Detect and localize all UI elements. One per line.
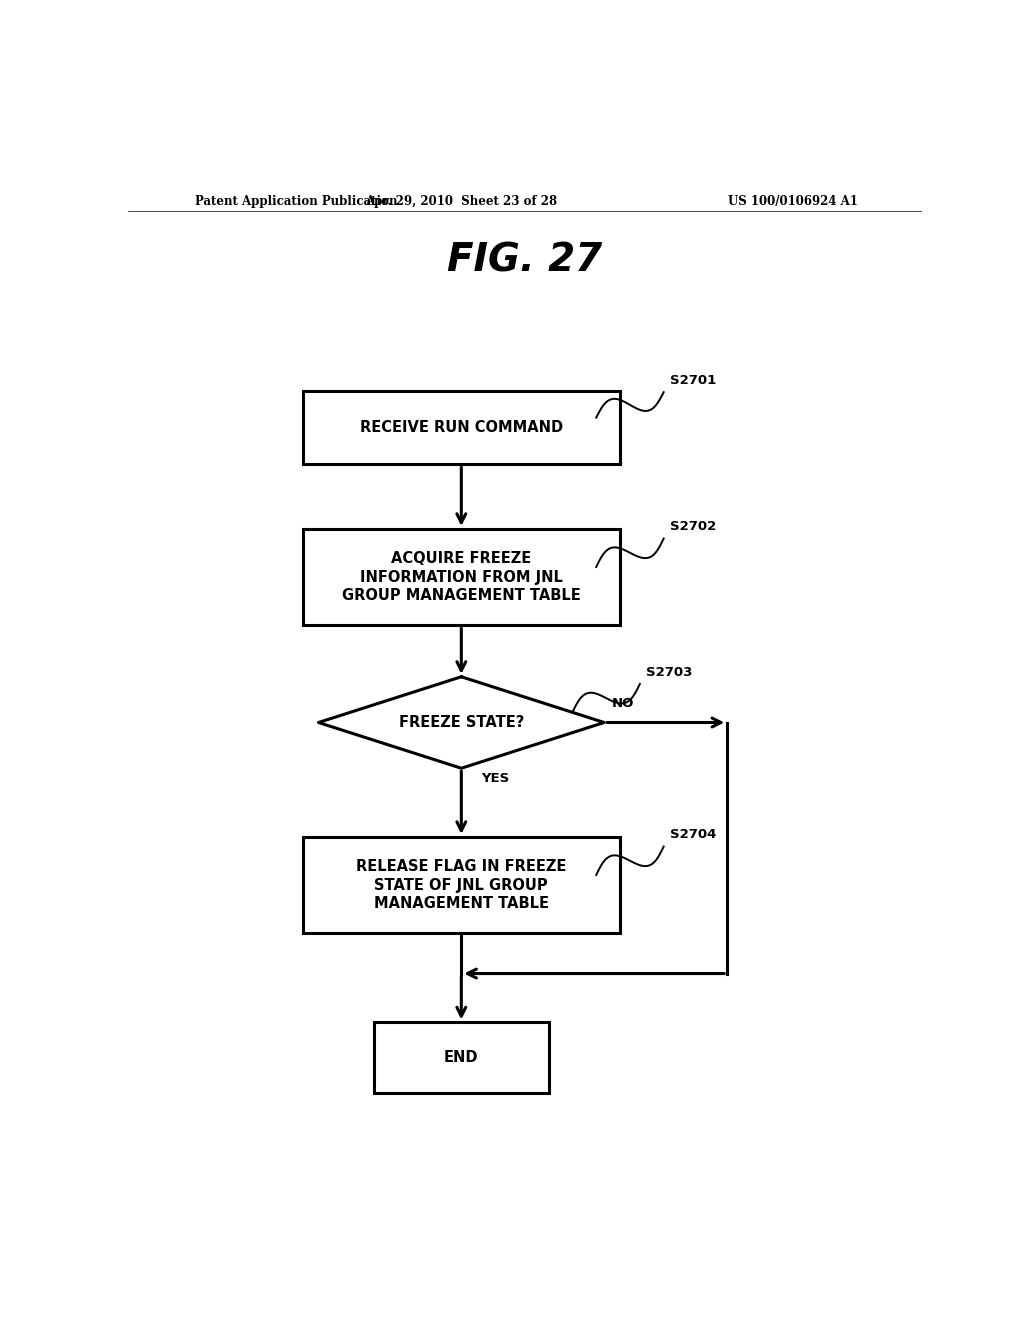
Text: YES: YES [481,772,509,785]
Text: RELEASE FLAG IN FREEZE
STATE OF JNL GROUP
MANAGEMENT TABLE: RELEASE FLAG IN FREEZE STATE OF JNL GROU… [356,859,566,911]
Text: S2701: S2701 [670,374,716,387]
Text: US 100/0106924 A1: US 100/0106924 A1 [728,194,858,207]
Text: RECEIVE RUN COMMAND: RECEIVE RUN COMMAND [359,420,563,436]
Bar [374,1022,549,1093]
Text: NO: NO [612,697,635,710]
Text: END: END [444,1051,478,1065]
Polygon shape [318,677,604,768]
Text: Apr. 29, 2010  Sheet 23 of 28: Apr. 29, 2010 Sheet 23 of 28 [366,194,557,207]
Text: FIG. 27: FIG. 27 [447,242,602,279]
Text: Patent Application Publication: Patent Application Publication [196,194,398,207]
Bar [303,529,621,626]
Text: FREEZE STATE?: FREEZE STATE? [398,715,524,730]
Text: S2704: S2704 [670,829,717,841]
Text: ACQUIRE FREEZE
INFORMATION FROM JNL
GROUP MANAGEMENT TABLE: ACQUIRE FREEZE INFORMATION FROM JNL GROU… [342,550,581,603]
Text: S2703: S2703 [646,665,692,678]
Bar [303,391,621,465]
Bar [303,837,621,933]
Text: S2702: S2702 [670,520,716,533]
